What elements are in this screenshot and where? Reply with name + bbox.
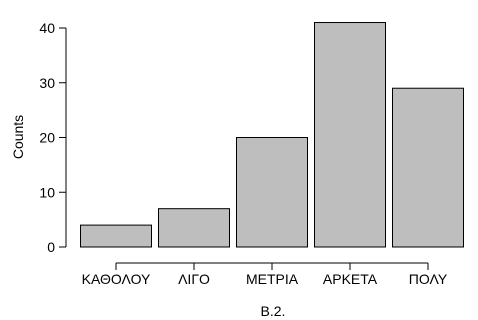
y-axis: 0 10 20 30 40 bbox=[39, 20, 67, 255]
y-tick-label: 20 bbox=[39, 130, 55, 146]
y-tick-label: 0 bbox=[47, 239, 55, 255]
x-axis-title: B.2. bbox=[261, 303, 286, 319]
bars bbox=[80, 22, 464, 248]
x-axis: ΚΑΘΟΛΟΥ ΛΙΓΟ ΜΕΤΡΙΑ ΑΡΚΕΤΑ ΠΟΛΥ bbox=[82, 262, 448, 287]
y-tick-label: 40 bbox=[39, 20, 55, 36]
y-tick-label: 30 bbox=[39, 75, 55, 91]
x-tick-label: ΚΑΘΟΛΟΥ bbox=[82, 271, 151, 287]
bar bbox=[314, 22, 386, 248]
y-tick-label: 10 bbox=[39, 184, 55, 200]
x-tick-label: ΜΕΤΡΙΑ bbox=[246, 271, 299, 287]
bar bbox=[236, 137, 308, 248]
x-tick-label: ΛΙΓΟ bbox=[178, 271, 210, 287]
bar bbox=[80, 224, 152, 248]
x-tick-label: ΠΟΛΥ bbox=[409, 271, 448, 287]
y-axis-title: Counts bbox=[10, 115, 26, 159]
x-tick-label: ΑΡΚΕΤΑ bbox=[323, 271, 378, 287]
bar bbox=[392, 87, 464, 248]
bar bbox=[158, 208, 230, 248]
